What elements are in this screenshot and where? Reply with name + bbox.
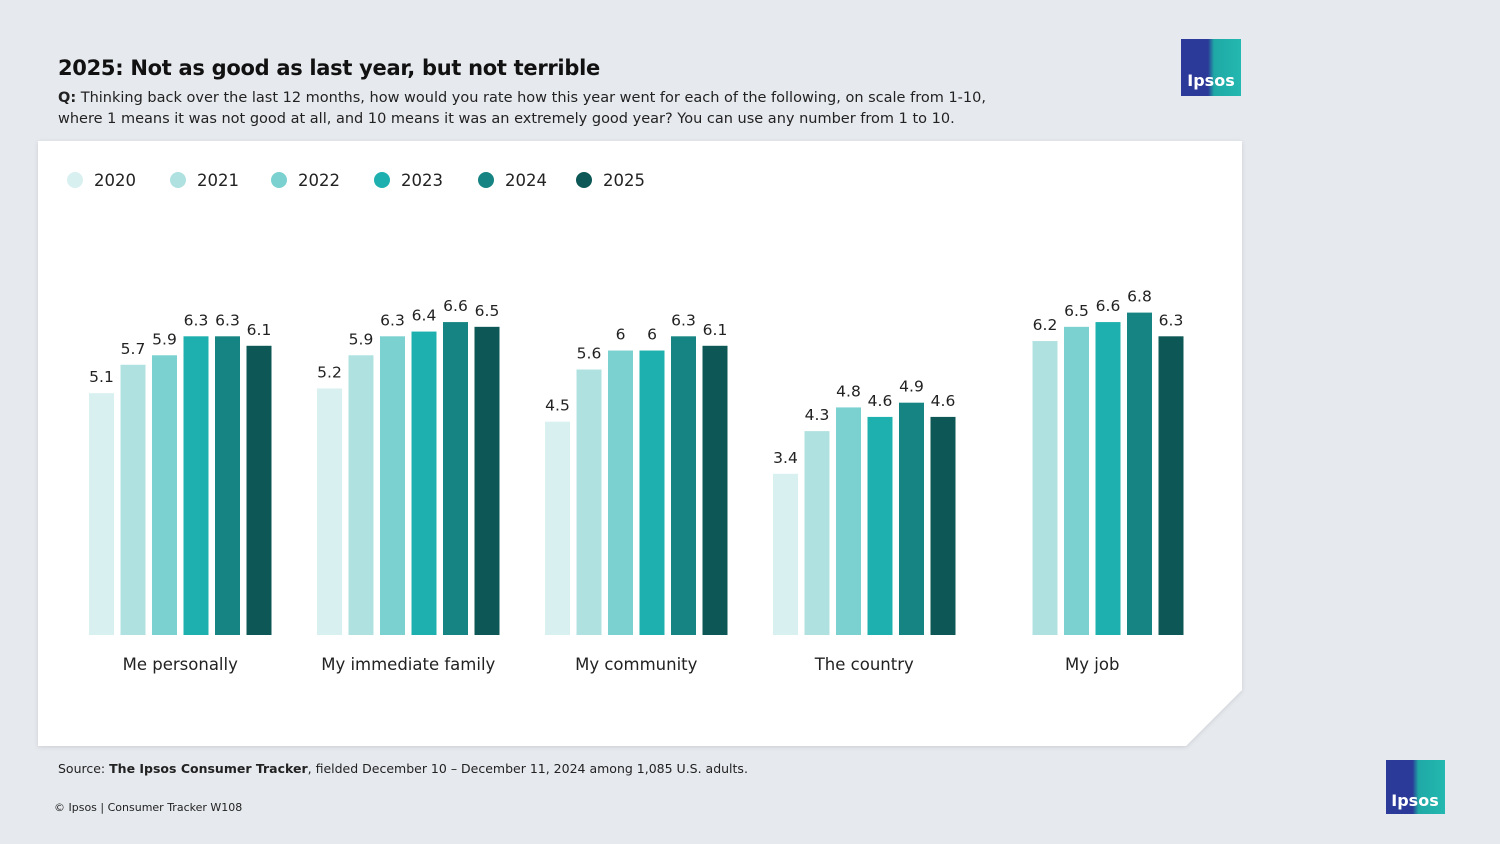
logo: Ipsos <box>1386 760 1445 814</box>
x-tick-label: My job <box>1065 655 1119 674</box>
value-label: 6.3 <box>184 311 209 329</box>
value-label: 5.7 <box>121 340 146 358</box>
legend-label: 2021 <box>197 171 239 190</box>
value-label: 6.1 <box>703 321 728 339</box>
legend-swatch <box>271 172 287 188</box>
bar <box>702 345 728 635</box>
bar <box>773 473 798 635</box>
bar <box>1064 326 1089 635</box>
bar <box>317 388 342 635</box>
value-label: 4.9 <box>899 378 924 396</box>
bar <box>930 416 956 635</box>
x-tick-label: The country <box>814 655 914 674</box>
value-label: 6.8 <box>1127 288 1152 306</box>
bar <box>836 407 861 635</box>
legend-swatch <box>67 172 83 188</box>
legend-swatch <box>374 172 390 188</box>
bar <box>639 350 665 635</box>
value-label: 6.5 <box>1064 302 1089 320</box>
legend-swatch <box>170 172 186 188</box>
source-name: The Ipsos Consumer Tracker <box>109 761 308 776</box>
bar <box>443 322 468 635</box>
value-label: 4.3 <box>805 406 830 424</box>
question-label: Q: <box>58 90 77 106</box>
value-label: 6.3 <box>215 311 240 329</box>
value-label: 3.4 <box>773 449 798 467</box>
bar <box>183 336 209 635</box>
value-label: 4.8 <box>836 382 861 400</box>
bar <box>380 336 405 635</box>
legend-swatch <box>478 172 494 188</box>
bar <box>671 336 696 635</box>
logo-box <box>1386 760 1445 814</box>
legend-label: 2023 <box>401 171 443 190</box>
bar <box>120 364 146 635</box>
value-label: 4.6 <box>931 392 956 410</box>
source: Source: The Ipsos Consumer Tracker, fiel… <box>58 761 748 776</box>
bar <box>1032 341 1058 635</box>
value-label: 5.1 <box>89 368 114 386</box>
legend-label: 2020 <box>94 171 136 190</box>
bar <box>867 416 893 635</box>
legend-label: 2022 <box>298 171 340 190</box>
bar <box>1095 322 1121 635</box>
question-text: Thinking back over the last 12 months, h… <box>58 90 986 127</box>
value-label: 6 <box>616 326 626 344</box>
value-label: 5.6 <box>577 344 602 362</box>
source-label: Source: <box>58 761 106 776</box>
question: Q: Thinking back over the last 12 months… <box>58 88 1018 130</box>
copyright: © Ipsos | Consumer Tracker W108 <box>54 801 243 814</box>
legend-label: 2025 <box>603 171 645 190</box>
logo-text: Ipsos <box>1187 71 1234 90</box>
value-label: 6.1 <box>247 321 272 339</box>
bar <box>804 431 830 635</box>
value-label: 5.9 <box>349 330 374 348</box>
value-label: 5.2 <box>317 363 342 381</box>
value-label: 6.3 <box>1159 311 1184 329</box>
source-text: , fielded December 10 – December 11, 202… <box>307 761 748 776</box>
value-label: 6.4 <box>412 307 437 325</box>
value-label: 6.6 <box>1096 297 1121 315</box>
x-tick-label: Me personally <box>123 655 238 674</box>
bar <box>152 355 177 635</box>
bar <box>608 350 633 635</box>
value-label: 5.9 <box>152 330 177 348</box>
value-label: 4.5 <box>545 397 570 415</box>
title: 2025: Not as good as last year, but not … <box>58 56 600 80</box>
value-label: 6.3 <box>671 311 696 329</box>
bar <box>411 331 437 635</box>
value-label: 6 <box>647 326 657 344</box>
bar <box>474 326 500 635</box>
bar <box>545 421 570 635</box>
bar <box>246 345 272 635</box>
value-label: 6.5 <box>475 302 500 320</box>
value-label: 6.3 <box>380 311 405 329</box>
value-label: 6.2 <box>1033 316 1058 334</box>
logo-box <box>1181 39 1241 96</box>
legend-swatch <box>576 172 592 188</box>
logo: Ipsos <box>1181 39 1241 96</box>
bar <box>1127 312 1152 635</box>
bar <box>89 393 114 635</box>
legend-label: 2024 <box>505 171 547 190</box>
bar <box>576 369 602 635</box>
bar <box>215 336 240 635</box>
x-tick-label: My immediate family <box>321 655 495 674</box>
logo-text: Ipsos <box>1391 791 1438 810</box>
x-tick-label: My community <box>575 655 698 674</box>
bar <box>1158 336 1184 635</box>
bar <box>899 402 924 635</box>
value-label: 6.6 <box>443 297 468 315</box>
value-label: 4.6 <box>868 392 893 410</box>
bar <box>348 355 374 635</box>
